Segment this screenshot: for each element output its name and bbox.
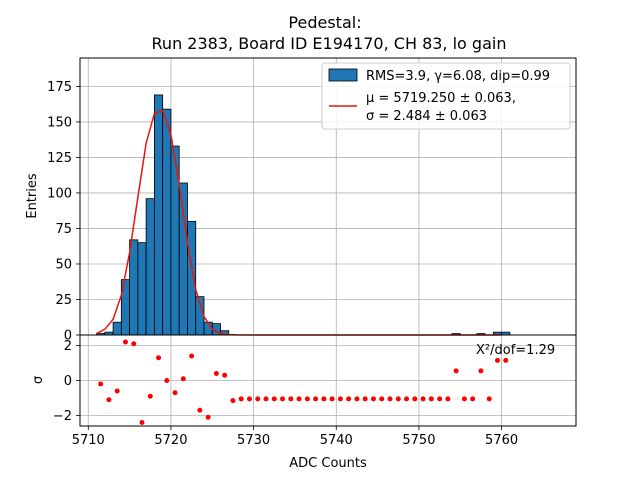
histogram-panel: 0 25 50 75 100 125 150 175 Entries RMS=3.9, γ=6… xyxy=(25,57,577,344)
residual-point xyxy=(354,396,360,402)
residual-y-axis-label: σ xyxy=(31,376,46,384)
legend-histogram-swatch xyxy=(328,68,358,82)
residual-point xyxy=(172,390,178,396)
x-tick-label: 5760 xyxy=(485,433,518,448)
x-tick-label: 5720 xyxy=(154,433,187,448)
residual-point xyxy=(437,396,443,402)
gaussian-fit-line xyxy=(96,109,502,336)
residual-point xyxy=(445,396,451,402)
y-tick-label: 75 xyxy=(55,222,72,237)
chart-title-line2: Run 2383, Board ID E194170, CH 83, lo ga… xyxy=(152,34,507,53)
residual-point xyxy=(147,393,153,399)
residual-point xyxy=(246,396,252,402)
residual-point xyxy=(255,396,261,402)
residual-point xyxy=(280,396,286,402)
residual-point xyxy=(428,396,434,402)
residual-point xyxy=(98,381,104,387)
residual-point xyxy=(131,341,137,347)
y-tick-label: 50 xyxy=(55,257,72,272)
residual-point xyxy=(238,396,244,402)
residual-point xyxy=(313,396,319,402)
residual-point xyxy=(420,396,426,402)
y-tick-label: 100 xyxy=(47,186,72,201)
legend-box xyxy=(321,62,571,130)
y-tick-label: 25 xyxy=(55,293,72,308)
residual-point xyxy=(346,396,352,402)
histogram-bars xyxy=(96,94,511,336)
residual-point xyxy=(470,396,476,402)
residual-y-tick-label: 2 xyxy=(64,339,72,354)
histogram-y-ticks: 0 25 50 75 100 125 150 175 xyxy=(47,80,80,344)
residual-point xyxy=(395,396,401,402)
residual-point xyxy=(337,396,343,402)
legend-fit-label-line2: σ = 2.484 ± 0.063 xyxy=(366,109,487,124)
histogram-bar xyxy=(162,108,172,336)
residual-point xyxy=(197,407,203,413)
histogram-bar xyxy=(145,198,155,336)
residual-point xyxy=(296,396,302,402)
residual-point xyxy=(263,396,269,402)
x-tick-label: 5730 xyxy=(237,433,270,448)
chi2-annotation: X²/dof=1.29 xyxy=(476,343,555,358)
legend-fit-label-line1: μ = 5719.250 ± 0.063, xyxy=(366,91,516,106)
y-tick-label: 150 xyxy=(47,115,72,130)
residual-points xyxy=(98,339,509,425)
histogram-bar xyxy=(112,321,122,336)
residual-point xyxy=(321,396,327,402)
residual-point xyxy=(329,396,335,402)
residual-point xyxy=(205,414,211,420)
residual-panel: −2 0 2 5710 5720 5730 5740 5750 5760 σ ADC Coun… xyxy=(31,334,577,471)
x-axis-label: ADC Counts xyxy=(289,456,367,471)
residual-point xyxy=(304,396,310,402)
histogram-bar xyxy=(137,242,147,336)
y-tick-label: 175 xyxy=(47,80,72,95)
x-tick-label: 5750 xyxy=(402,433,435,448)
legend-histogram-label: RMS=3.9, γ=6.08, dip=0.99 xyxy=(366,69,550,84)
residual-point xyxy=(156,355,162,361)
residual-point xyxy=(271,396,277,402)
residual-point xyxy=(478,368,484,374)
residual-point xyxy=(503,357,509,363)
residual-y-tick-label: −2 xyxy=(53,409,72,424)
x-axis-ticks: 5710 5720 5730 5740 5750 5760 xyxy=(72,426,518,448)
legend: RMS=3.9, γ=6.08, dip=0.99 μ = 5719.250 ±… xyxy=(321,62,571,130)
x-tick-label: 5710 xyxy=(72,433,105,448)
y-tick-label: 0 xyxy=(64,329,72,344)
histogram-bar xyxy=(153,94,164,336)
residual-point xyxy=(114,388,120,394)
residual-point xyxy=(230,398,236,404)
y-axis-label: Entries xyxy=(25,173,40,219)
histogram-bar xyxy=(187,220,197,336)
y-tick-label: 125 xyxy=(47,151,72,166)
residual-y-ticks: −2 0 2 xyxy=(53,339,80,424)
histogram-bar xyxy=(178,182,188,336)
histogram-bar xyxy=(129,239,139,336)
residual-point xyxy=(222,372,228,378)
residual-point xyxy=(370,396,376,402)
residual-point xyxy=(164,378,170,383)
residual-point xyxy=(122,339,128,345)
residual-point xyxy=(180,376,186,382)
chart-title-line1: Pedestal: xyxy=(288,13,361,32)
residual-point xyxy=(288,396,294,402)
residual-point xyxy=(453,368,459,374)
residual-point xyxy=(461,396,467,402)
residual-point xyxy=(213,371,219,376)
residual-point xyxy=(404,396,410,402)
residual-point xyxy=(362,396,368,402)
residual-y-tick-label: 0 xyxy=(64,374,72,389)
residual-point xyxy=(387,396,393,402)
x-tick-label: 5740 xyxy=(320,433,353,448)
residual-point xyxy=(379,396,385,402)
residual-point xyxy=(106,397,112,403)
residual-point xyxy=(486,396,492,402)
residual-point xyxy=(412,396,418,402)
residual-point xyxy=(189,353,195,359)
residual-point xyxy=(139,420,145,425)
residual-point xyxy=(494,357,500,363)
residual-grid xyxy=(80,335,576,426)
